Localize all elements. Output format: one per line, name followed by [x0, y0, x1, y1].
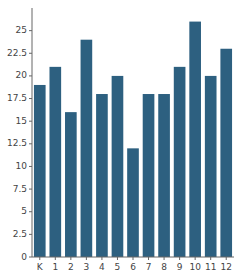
y-tick-label: 7.5 — [13, 184, 27, 194]
x-tick — [210, 257, 211, 260]
y-axis-line — [32, 8, 33, 257]
bar — [49, 67, 61, 257]
x-tick — [179, 257, 180, 260]
bar — [205, 76, 217, 257]
x-tick — [133, 257, 134, 260]
x-tick — [148, 257, 149, 260]
chart-container: 02.557.51012.51517.52022.525K12345678910… — [0, 0, 240, 277]
y-tick-label: 2.5 — [13, 229, 27, 239]
chart-svg: 02.557.51012.51517.52022.525K12345678910… — [0, 0, 240, 277]
x-tick — [226, 257, 227, 260]
x-tick-label: 7 — [146, 262, 152, 272]
y-tick-label: 15 — [16, 116, 27, 126]
x-tick — [86, 257, 87, 260]
x-tick — [195, 257, 196, 260]
bar — [127, 148, 139, 257]
bar — [143, 94, 155, 257]
x-tick-label: 10 — [189, 262, 201, 272]
y-tick-label: 20 — [16, 70, 28, 80]
y-tick-label: 17.5 — [7, 93, 27, 103]
x-tick-label: 4 — [99, 262, 105, 272]
x-tick-label: 5 — [115, 262, 121, 272]
y-tick-label: 0 — [21, 252, 27, 262]
y-tick-label: 22.5 — [7, 48, 27, 58]
y-axis: 0 2.5 5 7.5 10 12.5 15 17.5 20 22.5 25 — [7, 8, 32, 262]
y-tick-label: 12.5 — [7, 138, 27, 148]
bar — [65, 112, 77, 257]
bars — [34, 22, 232, 257]
bar — [220, 49, 232, 257]
x-tick — [101, 257, 102, 260]
bar — [174, 67, 186, 257]
bar — [34, 85, 46, 257]
bar — [81, 40, 93, 257]
x-axis: K123456789101112 — [32, 257, 234, 272]
y-tick-label: 5 — [21, 206, 27, 216]
y-tick-label: 25 — [16, 25, 27, 35]
x-tick — [164, 257, 165, 260]
bar — [189, 22, 201, 257]
x-tick-label: 8 — [161, 262, 167, 272]
x-tick-label: 3 — [84, 262, 90, 272]
x-tick-label: 1 — [52, 262, 58, 272]
x-tick-label: 12 — [221, 262, 232, 272]
x-tick-label: 11 — [205, 262, 216, 272]
y-tick-label: 10 — [16, 161, 28, 171]
x-tick-label: K — [37, 262, 44, 272]
x-tick — [39, 257, 40, 260]
x-tick — [117, 257, 118, 260]
x-tick-label: 9 — [177, 262, 183, 272]
bar — [112, 76, 124, 257]
bar — [158, 94, 170, 257]
x-tick — [55, 257, 56, 260]
x-tick-label: 2 — [68, 262, 74, 272]
x-tick — [70, 257, 71, 260]
bar — [96, 94, 108, 257]
x-tick-label: 6 — [130, 262, 136, 272]
